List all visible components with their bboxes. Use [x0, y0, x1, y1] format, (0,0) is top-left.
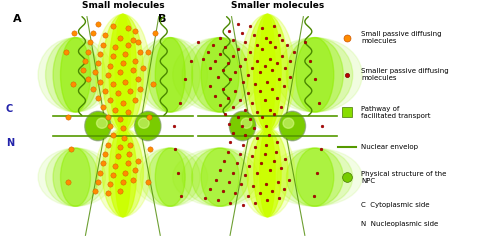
- Ellipse shape: [230, 113, 254, 139]
- Ellipse shape: [296, 38, 334, 112]
- Ellipse shape: [148, 148, 192, 206]
- Text: B: B: [158, 14, 166, 24]
- Ellipse shape: [140, 148, 200, 206]
- Ellipse shape: [60, 148, 90, 206]
- Ellipse shape: [115, 128, 130, 217]
- Ellipse shape: [241, 118, 252, 128]
- Ellipse shape: [247, 14, 288, 131]
- Ellipse shape: [85, 111, 111, 141]
- Ellipse shape: [38, 38, 113, 112]
- Text: Physical structure of the
NPC: Physical structure of the NPC: [361, 171, 446, 184]
- Ellipse shape: [38, 148, 113, 206]
- Ellipse shape: [102, 14, 144, 131]
- Ellipse shape: [156, 38, 185, 112]
- Ellipse shape: [109, 14, 136, 131]
- Ellipse shape: [133, 148, 208, 206]
- Ellipse shape: [268, 148, 362, 206]
- Text: N  Nucleoplasmic side: N Nucleoplasmic side: [361, 221, 438, 227]
- Ellipse shape: [46, 148, 106, 206]
- Ellipse shape: [182, 148, 258, 206]
- Ellipse shape: [277, 148, 352, 206]
- Ellipse shape: [240, 128, 295, 217]
- Ellipse shape: [277, 38, 352, 112]
- Ellipse shape: [136, 113, 160, 139]
- Text: C: C: [6, 104, 13, 114]
- Ellipse shape: [201, 38, 239, 112]
- Ellipse shape: [133, 38, 208, 112]
- Ellipse shape: [109, 128, 136, 217]
- Ellipse shape: [134, 111, 161, 141]
- Ellipse shape: [286, 148, 343, 206]
- Ellipse shape: [115, 14, 130, 131]
- Ellipse shape: [254, 14, 281, 131]
- Text: Nuclear envelop: Nuclear envelop: [361, 144, 418, 150]
- Text: Pathway of
facilitated transport: Pathway of facilitated transport: [361, 105, 430, 119]
- Text: N: N: [6, 138, 14, 148]
- Ellipse shape: [182, 38, 258, 112]
- Ellipse shape: [260, 14, 275, 131]
- Ellipse shape: [240, 14, 295, 131]
- Ellipse shape: [192, 38, 248, 112]
- Ellipse shape: [230, 111, 256, 141]
- Ellipse shape: [192, 148, 248, 206]
- Ellipse shape: [280, 113, 304, 139]
- Ellipse shape: [60, 38, 90, 112]
- Ellipse shape: [247, 128, 288, 217]
- Text: Small passive diffusing
molecules: Small passive diffusing molecules: [361, 31, 442, 44]
- Ellipse shape: [46, 38, 106, 112]
- Ellipse shape: [140, 38, 200, 112]
- Ellipse shape: [260, 128, 275, 217]
- Ellipse shape: [53, 148, 98, 206]
- Text: Small molecules: Small molecules: [82, 1, 164, 10]
- Ellipse shape: [102, 128, 144, 217]
- Ellipse shape: [286, 38, 343, 112]
- Ellipse shape: [96, 128, 150, 217]
- Ellipse shape: [296, 148, 334, 206]
- Ellipse shape: [86, 113, 110, 139]
- Ellipse shape: [172, 38, 268, 112]
- Ellipse shape: [268, 38, 362, 112]
- Text: Smaller molecules: Smaller molecules: [231, 1, 324, 10]
- Ellipse shape: [279, 111, 305, 141]
- Ellipse shape: [156, 148, 185, 206]
- Ellipse shape: [254, 128, 281, 217]
- Ellipse shape: [201, 148, 239, 206]
- Ellipse shape: [53, 38, 98, 112]
- Text: Smaller passive diffusing
molecules: Smaller passive diffusing molecules: [361, 68, 449, 81]
- Ellipse shape: [96, 118, 108, 128]
- Text: C  Cytoplasmic side: C Cytoplasmic side: [361, 202, 430, 208]
- Ellipse shape: [138, 118, 149, 128]
- Ellipse shape: [172, 148, 268, 206]
- Ellipse shape: [283, 118, 294, 128]
- Ellipse shape: [148, 38, 192, 112]
- Ellipse shape: [96, 14, 150, 131]
- Text: A: A: [13, 14, 22, 24]
